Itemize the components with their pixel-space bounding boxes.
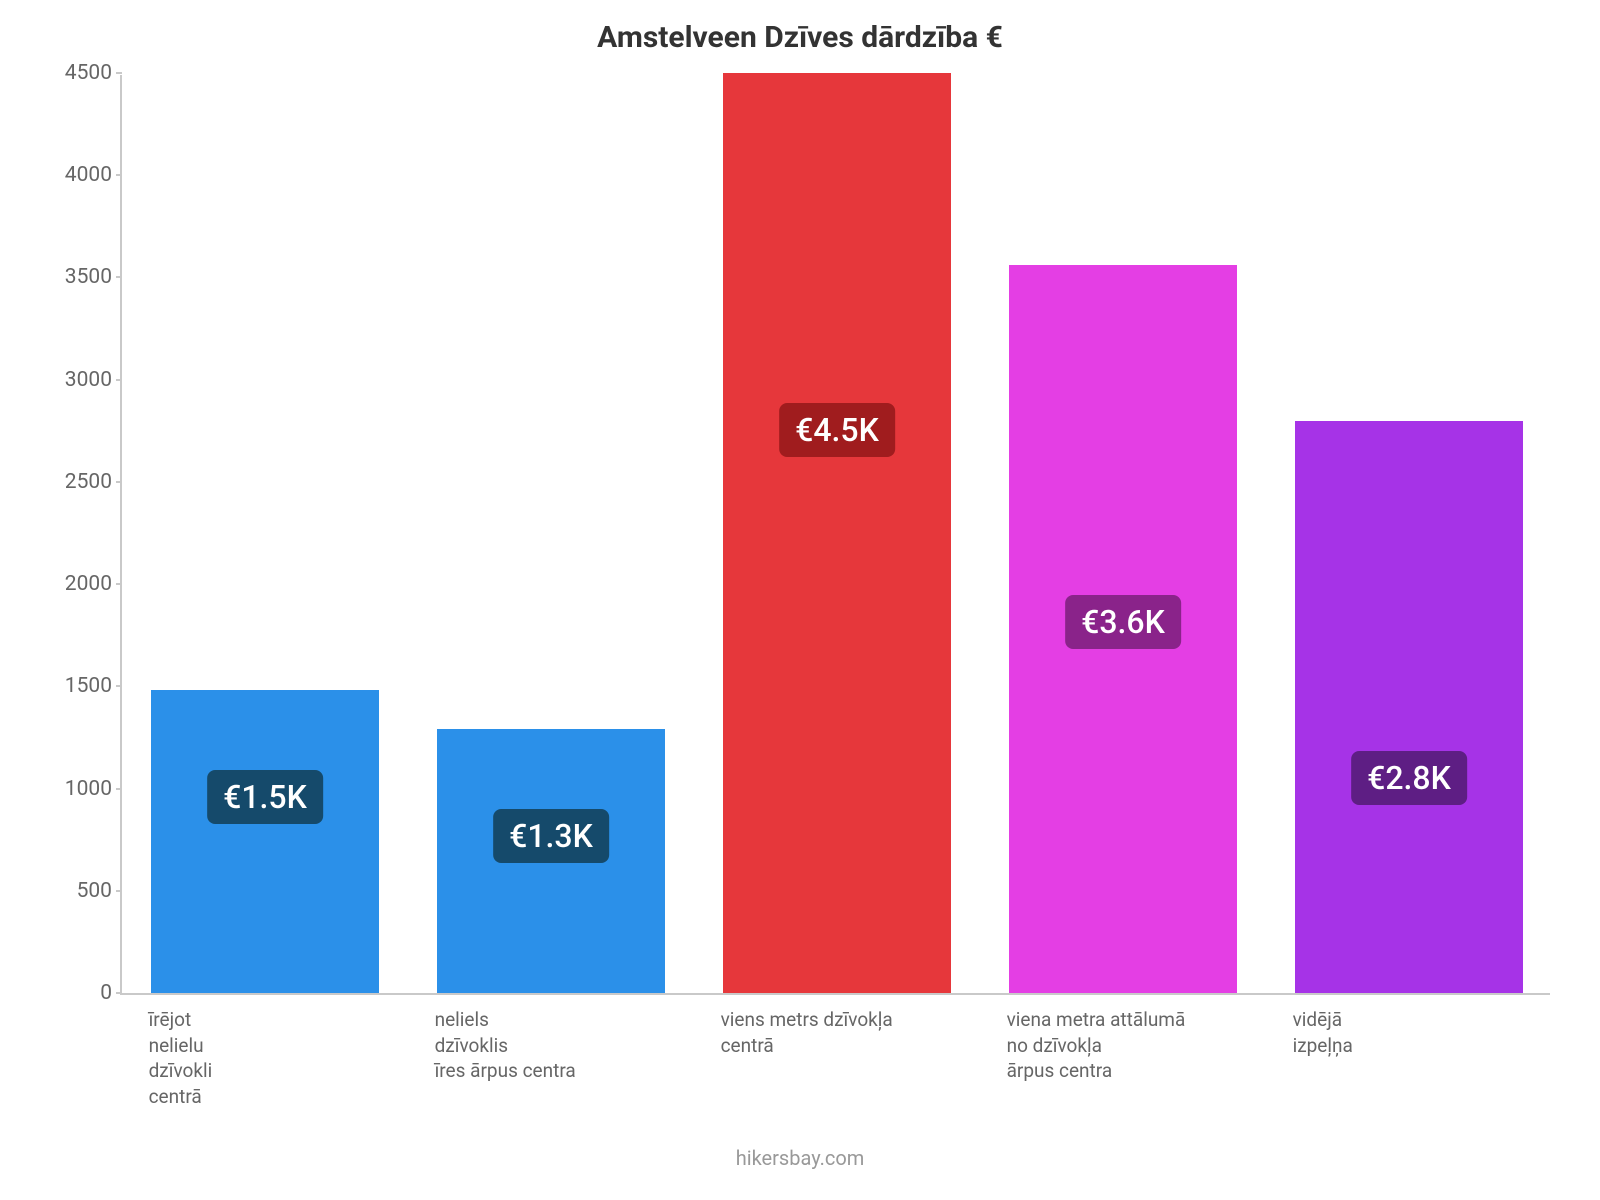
y-tick-label: 500: [42, 879, 112, 903]
x-tick-label: vidējā izpeļņa: [1293, 1007, 1353, 1058]
bar: €1.5K: [151, 690, 380, 993]
x-tick-label: viens metrs dzīvokļa centrā: [721, 1007, 893, 1058]
chart-title: Amstelveen Dzīves dārdzība €: [40, 20, 1560, 55]
y-tick-label: 2500: [42, 470, 112, 494]
y-tick-label: 0: [42, 981, 112, 1005]
bar: €1.3K: [437, 729, 666, 993]
plot-area: €1.5K€1.3K€4.5K€3.6K€2.8K 05001000150020…: [120, 75, 1550, 995]
x-axis-labels: īrējot nelielu dzīvokli centrā neliels dz…: [120, 995, 1550, 1155]
chart-container: Amstelveen Dzīves dārdzība € €1.5K€1.3K€…: [40, 20, 1560, 1155]
bar-value-badge: €4.5K: [779, 403, 895, 457]
y-tick-label: 1500: [42, 674, 112, 698]
y-tick-label: 4500: [42, 61, 112, 85]
y-tick-label: 1000: [42, 777, 112, 801]
y-tick-label: 3500: [42, 265, 112, 289]
bar: €4.5K: [723, 73, 952, 993]
bar-value-badge: €1.3K: [493, 809, 609, 863]
y-tick-label: 3000: [42, 368, 112, 392]
bar-value-badge: €1.5K: [207, 770, 323, 824]
bar-value-badge: €3.6K: [1065, 595, 1181, 649]
bar-value-badge: €2.8K: [1351, 751, 1467, 805]
x-tick-label: viena metra attālumā no dzīvokļa ārpus c…: [1007, 1007, 1186, 1084]
credit-text: hikersbay.com: [0, 1146, 1600, 1170]
x-tick-label: neliels dzīvoklis īres ārpus centra: [435, 1007, 576, 1084]
bars-layer: €1.5K €1.3K €4.5K €3.6K €2.8K: [122, 75, 1550, 993]
x-tick-label: īrējot nelielu dzīvokli centrā: [149, 1007, 213, 1110]
y-tick-label: 4000: [42, 163, 112, 187]
bar: €2.8K: [1295, 421, 1524, 993]
bar: €3.6K: [1009, 265, 1238, 993]
y-tick-label: 2000: [42, 572, 112, 596]
